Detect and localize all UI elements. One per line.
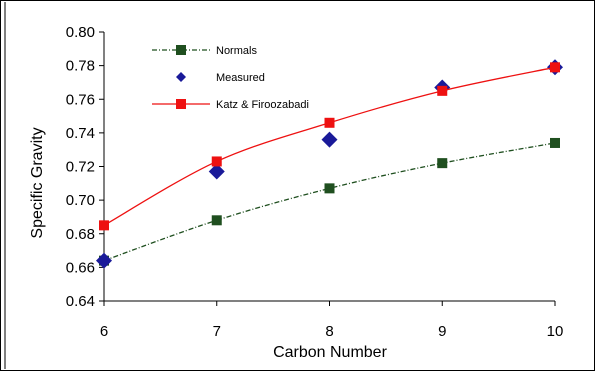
data-point <box>211 156 222 167</box>
legend-item: Katz & Firoozabadi <box>152 99 309 111</box>
series-katz-firoozabadi <box>99 62 560 231</box>
x-axis: 6 7 8 9 10 <box>100 300 564 340</box>
x-tick-label: 9 <box>438 323 446 340</box>
y-axis-label: Specific Gravity <box>29 127 46 238</box>
y-tick-label: 0.70 <box>66 192 95 209</box>
data-point <box>324 183 335 194</box>
data-point <box>208 163 225 180</box>
y-tick-label: 0.74 <box>66 125 95 142</box>
x-tick-label: 8 <box>325 323 333 340</box>
legend: Normals Measured Katz & Firoozabadi <box>152 45 309 111</box>
legend-marker <box>176 45 186 55</box>
y-tick-label: 0.72 <box>66 159 95 176</box>
legend-item: Measured <box>176 72 265 84</box>
data-point <box>99 220 109 231</box>
data-point <box>437 158 448 169</box>
y-tick-label: 0.78 <box>66 58 95 75</box>
y-tick-label: 0.64 <box>66 293 95 310</box>
y-axis: 0.64 0.66 0.68 0.70 0.72 0.74 0.76 0.78 0.80 <box>66 24 105 310</box>
data-point <box>550 62 560 73</box>
legend-label: Katz & Firoozabadi <box>216 99 309 111</box>
y-tick-label: 0.76 <box>66 91 95 108</box>
x-tick-label: 7 <box>213 323 221 340</box>
y-tick-label: 0.66 <box>66 259 95 276</box>
data-point <box>550 137 560 148</box>
series-layer <box>96 59 563 269</box>
legend-label: Measured <box>216 72 265 84</box>
data-point <box>437 85 448 96</box>
x-tick-label: 10 <box>547 323 564 340</box>
data-point <box>96 252 112 269</box>
series-line <box>103 142 556 262</box>
data-point <box>321 131 338 148</box>
legend-marker <box>176 72 186 82</box>
legend-marker <box>176 99 186 109</box>
x-tick-label: 6 <box>100 323 108 340</box>
legend-label: Normals <box>216 45 257 57</box>
data-point <box>211 215 222 226</box>
x-axis-label: Carbon Number <box>273 344 388 361</box>
y-tick-label: 0.68 <box>66 226 95 243</box>
data-point <box>324 117 335 128</box>
legend-item: Normals <box>152 45 257 57</box>
y-tick-label: 0.80 <box>66 24 95 41</box>
